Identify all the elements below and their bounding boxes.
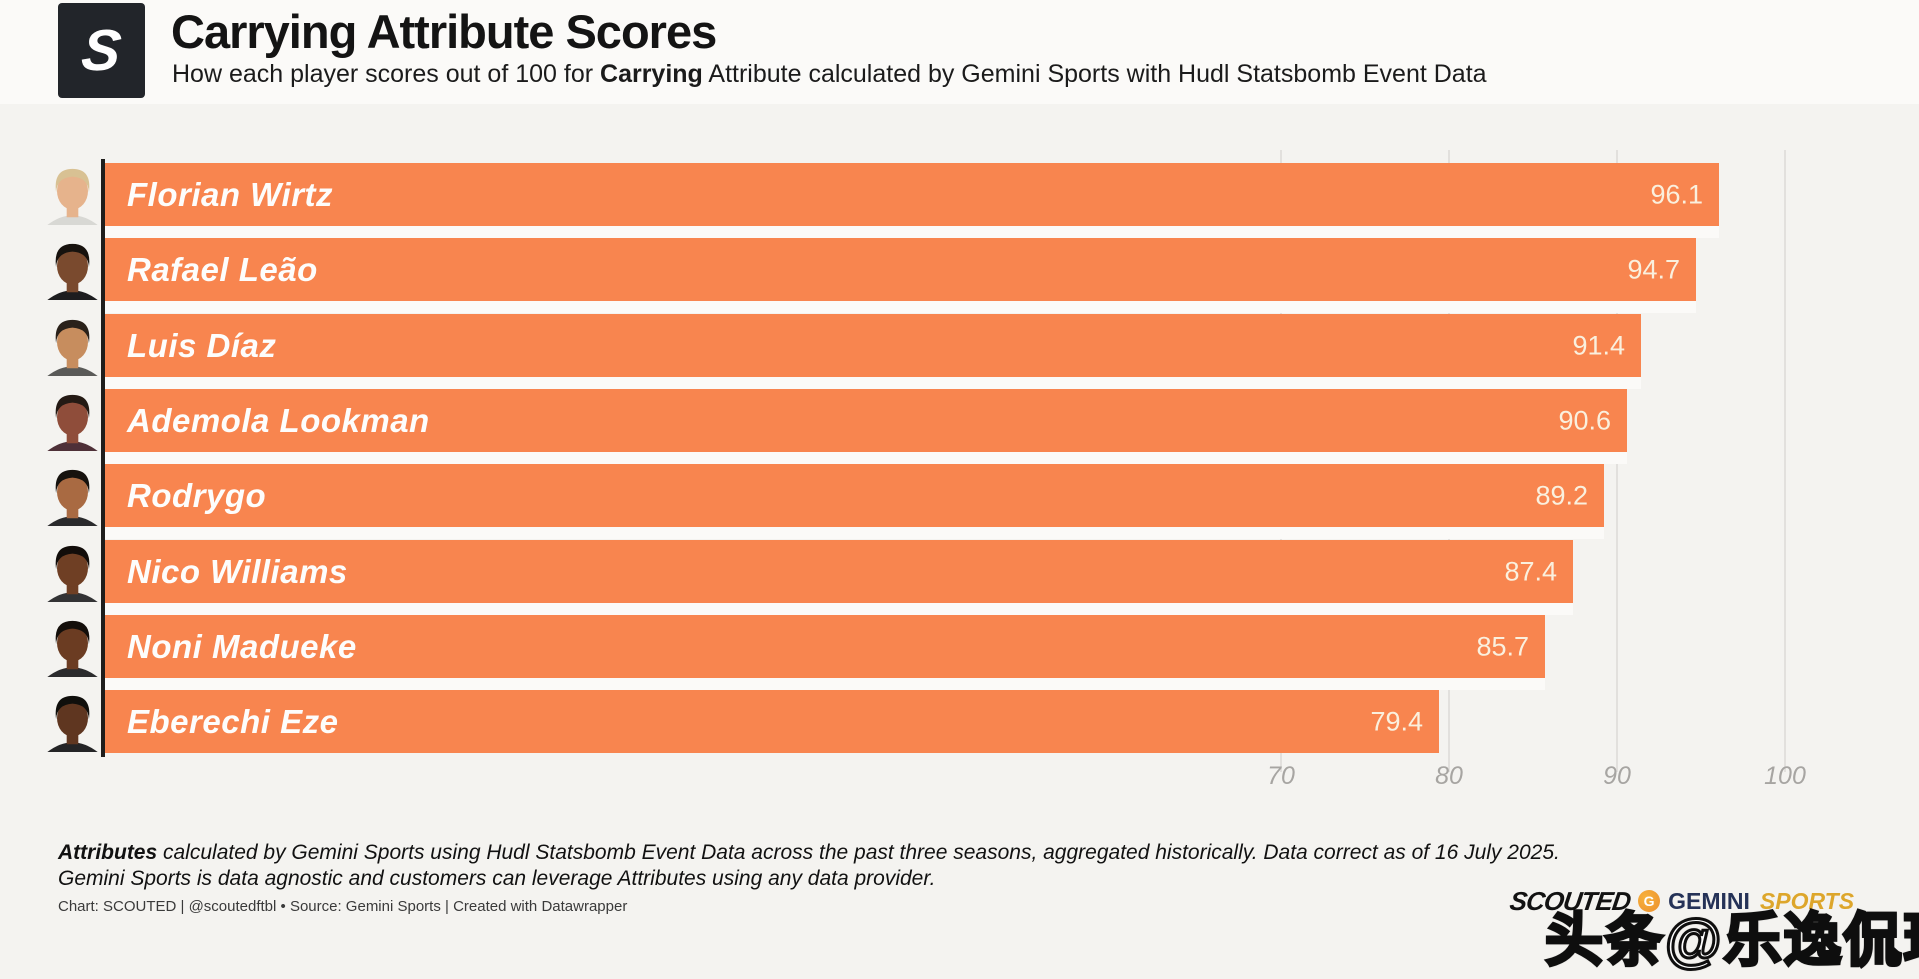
player-name-label: Rafael Leão [127,250,318,288]
player-name-label: Eberechi Eze [127,702,339,740]
scouted-s-logo-letter: S [78,17,125,83]
x-tick-label: 90 [1603,762,1631,790]
score-value-label: 89.2 [1535,480,1588,510]
brand-logos: SCOUTED G GEMINI SPORTS [1508,886,1855,916]
player-avatar [47,319,98,376]
scouted-s-logo-icon: S [58,3,145,98]
subtitle-bold-word: Carrying [600,60,703,88]
bar-gap-strip [105,226,1719,238]
player-name-label: Florian Wirtz [127,175,334,213]
subtitle-suffix: Attribute calculated by Gemini Sports wi… [702,60,1487,88]
subtitle-prefix: How each player scores out of 100 for [172,60,601,88]
score-value-label: 90.6 [1558,405,1611,435]
bar-chart: 70 80 90 100 Florian Wirtz 96.1 Rafael Leão 94.… [0,104,1919,804]
score-bar: Ademola Lookman 90.6 [105,389,1627,452]
score-value-label: 94.7 [1627,254,1680,284]
score-value-label: 91.4 [1572,330,1625,360]
bar-gap-strip [105,603,1573,615]
watermark-text: 头条@乐逸侃球 [1544,907,1919,975]
sports-wordmark: SPORTS [1759,887,1855,914]
credit-line: Chart: SCOUTED | @scoutedftbl • Source: … [58,898,628,915]
bar-gap-strip [105,301,1696,313]
player-avatar [47,545,98,602]
gemini-g-icon: G [1638,890,1661,912]
score-bar: Noni Madueke 85.7 [105,615,1545,678]
player-avatar [47,469,98,526]
score-bar: Eberechi Eze 79.4 [105,690,1439,753]
bar-gap-strip [105,678,1545,690]
score-bar: Rodrygo 89.2 [105,464,1604,527]
score-value-label: 79.4 [1370,706,1423,736]
player-name-label: Ademola Lookman [127,401,430,439]
gemini-wordmark: GEMINI [1668,887,1750,914]
score-value-label: 96.1 [1650,179,1703,209]
bar-gap-strip [105,452,1627,464]
bar-gap-strip [105,527,1604,539]
score-value-label: 85.7 [1476,631,1529,661]
x-tick-label: 100 [1764,762,1806,790]
player-avatar [47,168,98,225]
player-avatar [47,394,98,451]
player-avatar [47,695,98,752]
footnote-line-1: Attributes calculated by Gemini Sports u… [58,840,1560,866]
player-name-label: Rodrygo [127,476,267,514]
player-name-label: Luis Díaz [127,326,277,364]
footnote-line-1-text: calculated by Gemini Sports using Hudl S… [157,841,1560,864]
y-axis-line [101,159,105,757]
player-avatar [47,620,98,677]
footnote-bold-word: Attributes [58,841,158,864]
player-name-label: Nico Williams [127,552,348,590]
header: S Carrying Attribute Scores How each pla… [0,0,1919,104]
score-value-label: 87.4 [1504,556,1557,586]
gridline-100 [1784,150,1786,772]
player-name-label: Noni Madueke [127,627,357,665]
player-avatar [47,243,98,300]
score-bar: Nico Williams 87.4 [105,540,1573,603]
footnote-line-2: Gemini Sports is data agnostic and custo… [58,867,936,890]
page-title: Carrying Attribute Scores [171,5,717,58]
x-tick-label: 70 [1267,762,1295,790]
score-bar: Rafael Leão 94.7 [105,238,1696,301]
x-tick-label: 80 [1435,762,1463,790]
page-subtitle: How each player scores out of 100 for Ca… [172,60,1487,89]
score-bar: Florian Wirtz 96.1 [105,163,1719,226]
score-bar: Luis Díaz 91.4 [105,314,1641,377]
bar-gap-strip [105,377,1641,389]
